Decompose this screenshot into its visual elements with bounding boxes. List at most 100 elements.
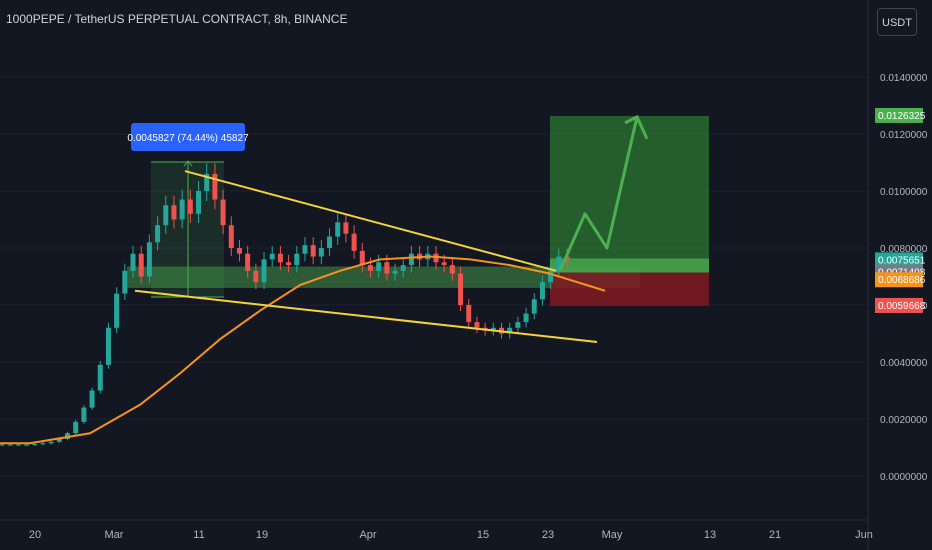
x-tick-label: 13: [704, 529, 716, 541]
candle: [204, 173, 210, 191]
moving-average-line: [0, 255, 551, 445]
candle: [138, 253, 144, 277]
y-tick-label: 0.0100000: [880, 187, 928, 198]
candle: [408, 253, 414, 266]
x-tick-label: May: [602, 529, 623, 541]
price-badge-label: 0.0059668: [878, 301, 926, 312]
candle: [171, 205, 177, 220]
candle: [441, 262, 447, 266]
candle: [155, 225, 161, 243]
candle: [392, 270, 398, 274]
candle: [302, 245, 308, 254]
candle: [359, 250, 365, 266]
y-tick-label: 0.0000000: [880, 472, 928, 483]
candle: [220, 199, 226, 226]
candle: [253, 270, 259, 283]
currency-selector[interactable]: USDT: [877, 8, 917, 36]
x-tick-label: 15: [477, 529, 489, 541]
price-badge: [875, 107, 923, 123]
candle: [523, 313, 529, 323]
candle: [507, 327, 513, 334]
candle: [515, 322, 521, 328]
chart-title: 1000PEPE / TetherUS PERPETUAL CONTRACT, …: [6, 12, 348, 26]
measure-label: 0.0045827 (74.44%) 45827: [127, 133, 249, 144]
candle: [367, 265, 373, 271]
trendline-upper: [184, 170, 557, 272]
candle: [196, 191, 202, 214]
measure-label-bg: [131, 123, 245, 151]
candle: [376, 262, 382, 271]
x-tick-label: Mar: [105, 529, 124, 541]
price-badge-label: 0.0126325: [878, 111, 926, 122]
y-tick-label: 0.0040000: [880, 358, 928, 369]
candle: [228, 225, 234, 248]
x-tick-label: 20: [29, 529, 41, 541]
y-tick-label: 0.0080000: [880, 244, 928, 255]
measure-arrowhead: [183, 160, 193, 167]
candle: [146, 242, 152, 277]
candle: [97, 364, 103, 391]
candle: [539, 282, 545, 300]
candle: [449, 265, 455, 274]
y-tick-label: 0.0120000: [880, 130, 928, 141]
candle: [318, 248, 324, 257]
candle: [245, 253, 251, 271]
candle: [212, 173, 218, 200]
candle: [531, 299, 537, 314]
candle: [343, 222, 349, 234]
candle: [327, 236, 333, 248]
candle: [474, 322, 480, 328]
projection-arrowhead: [624, 114, 649, 140]
candle: [114, 293, 120, 328]
candle: [400, 265, 406, 271]
candle: [7, 444, 13, 446]
candle: [48, 441, 54, 444]
candle: [294, 253, 300, 266]
candle: [269, 253, 275, 260]
candle: [56, 438, 62, 442]
entry-band: [550, 258, 709, 273]
candle: [351, 233, 357, 251]
stop-zone: [550, 272, 709, 306]
candle: [0, 444, 5, 446]
price-badge: [875, 272, 923, 288]
price-badge: [875, 297, 923, 313]
x-tick-label: 23: [542, 529, 554, 541]
x-tick-label: 11: [193, 529, 204, 541]
candle: [187, 199, 193, 214]
candle: [466, 305, 472, 323]
candle: [556, 256, 562, 271]
moving-average-projection: [549, 272, 606, 292]
x-tick-label: 19: [256, 529, 268, 541]
candle: [458, 273, 464, 305]
candle: [261, 259, 267, 283]
candle: [277, 253, 283, 263]
target-zone: [550, 115, 709, 273]
trendline-lower: [134, 289, 598, 344]
candle: [384, 262, 390, 274]
x-tick-label: Jun: [855, 529, 873, 541]
candle: [40, 443, 46, 445]
y-tick-label: 0.0020000: [880, 415, 928, 426]
x-tick-label: Apr: [359, 529, 376, 541]
candle: [310, 245, 316, 257]
candle: [105, 327, 111, 365]
x-tick-label: 21: [769, 529, 781, 541]
y-tick-label: 0.0140000: [880, 73, 928, 84]
candle: [236, 248, 242, 254]
candle: [81, 407, 87, 422]
candle: [130, 253, 136, 271]
candle: [163, 205, 169, 226]
candle: [32, 444, 38, 446]
projection-arrow: [558, 116, 639, 272]
candle: [286, 262, 292, 266]
candle: [15, 444, 21, 446]
candle: [335, 222, 341, 237]
candle: [24, 444, 30, 446]
candle: [490, 327, 496, 331]
candle: [179, 199, 185, 220]
price-badge-label: 0.0075651: [878, 255, 926, 266]
candle: [89, 390, 95, 408]
candle: [548, 270, 554, 283]
